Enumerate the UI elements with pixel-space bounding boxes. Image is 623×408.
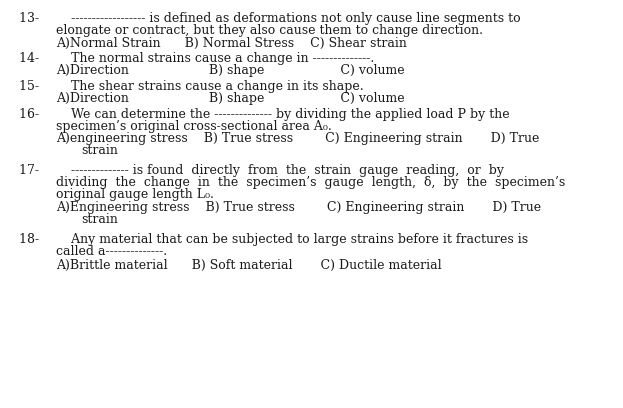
Text: A)Engineering stress    B) True stress        C) Engineering strain       D) Tru: A)Engineering stress B) True stress C) E… bbox=[56, 201, 541, 214]
Text: A)Direction                    B) shape                   C) volume: A)Direction B) shape C) volume bbox=[56, 92, 405, 105]
Text: called a--------------.: called a--------------. bbox=[56, 245, 167, 258]
Text: 15-        The shear strains cause a change in its shape.: 15- The shear strains cause a change in … bbox=[19, 80, 363, 93]
Text: A)Direction                    B) shape                   C) volume: A)Direction B) shape C) volume bbox=[56, 64, 405, 78]
Text: specimen’s original cross-sectional area A₀.: specimen’s original cross-sectional area… bbox=[56, 120, 332, 133]
Text: original gauge length L₀.: original gauge length L₀. bbox=[56, 188, 214, 202]
Text: A)Normal Strain      B) Normal Stress    C) Shear strain: A)Normal Strain B) Normal Stress C) Shea… bbox=[56, 37, 407, 50]
Text: A)engineering stress    B) True stress        C) Engineering strain       D) Tru: A)engineering stress B) True stress C) E… bbox=[56, 132, 540, 145]
Text: dividing  the  change  in  the  specimen’s  gauge  length,  δ,  by  the  specime: dividing the change in the specimen’s ga… bbox=[56, 176, 565, 189]
Text: strain: strain bbox=[81, 213, 118, 226]
Text: elongate or contract, but they also cause them to change direction.: elongate or contract, but they also caus… bbox=[56, 24, 483, 38]
Text: 13-        ------------------ is defined as deformations not only cause line seg: 13- ------------------ is defined as def… bbox=[19, 12, 520, 25]
Text: 18-        Any material that can be subjected to large strains before it fractur: 18- Any material that can be subjected t… bbox=[19, 233, 528, 246]
Text: strain: strain bbox=[81, 144, 118, 157]
Text: 17-        -------------- is found  directly  from  the  strain  gauge  reading,: 17- -------------- is found directly fro… bbox=[19, 164, 503, 177]
Text: 16-        We can determine the -------------- by dividing the applied load P by: 16- We can determine the -------------- … bbox=[19, 108, 510, 121]
Text: 14-        The normal strains cause a change in --------------.: 14- The normal strains cause a change in… bbox=[19, 52, 374, 65]
Text: A)Brittle material      B) Soft material       C) Ductile material: A)Brittle material B) Soft material C) D… bbox=[56, 259, 442, 272]
